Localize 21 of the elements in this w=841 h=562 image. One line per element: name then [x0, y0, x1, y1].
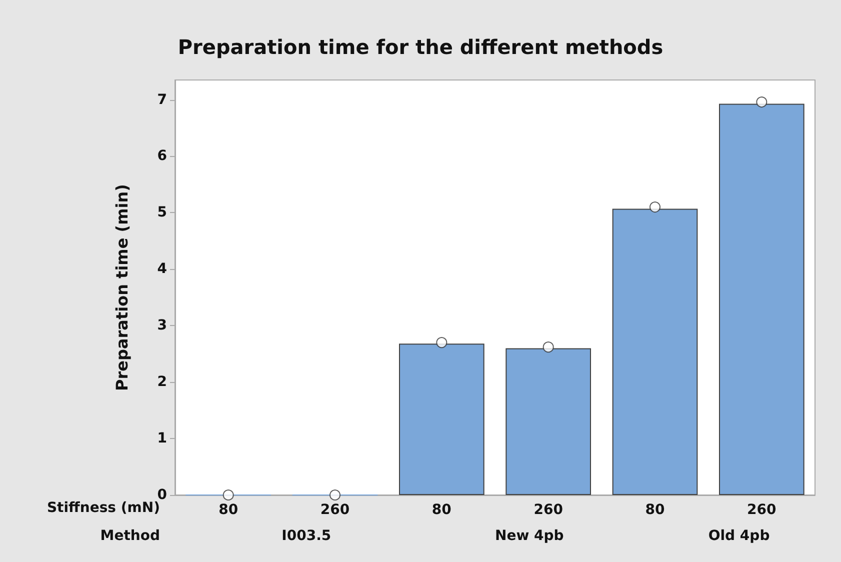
x-tick-label: 80 — [218, 502, 238, 518]
chart-title: Preparation time for the different methods — [178, 35, 664, 59]
x-tick-label: 260 — [320, 502, 350, 518]
y-tick-label: 5 — [157, 204, 167, 221]
y-tick-label: 3 — [157, 318, 167, 334]
x-axis-title: Stiffness (mN) — [46, 500, 160, 516]
text: I003.5 — [282, 528, 332, 544]
text: Method — [100, 528, 160, 544]
y-tick-label: 1 — [157, 430, 167, 447]
x-tick-label: 260 — [747, 502, 777, 518]
x-tick-label: 80 — [645, 502, 665, 518]
y-axis-title: Preparation time (min) — [112, 184, 132, 391]
x-tick-label: 80 — [432, 502, 452, 518]
y-tick-label: 7 — [157, 92, 167, 108]
y-tick-label: 0 — [157, 487, 168, 503]
x-tick-label: 260 — [534, 502, 564, 518]
y-tick-label: 6 — [157, 148, 167, 164]
y-tick-label: 4 — [157, 261, 168, 278]
y-tick-label: 2 — [157, 374, 167, 390]
text: Old 4pb — [708, 528, 770, 544]
text: New 4pb — [494, 528, 564, 544]
